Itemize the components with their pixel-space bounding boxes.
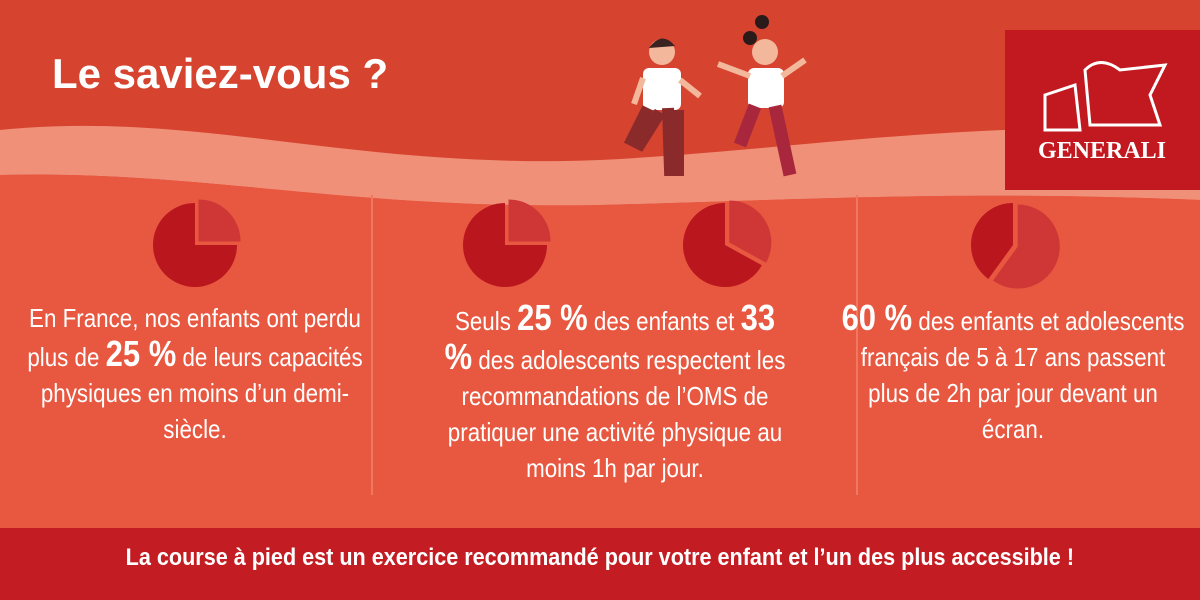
pie — [463, 199, 551, 287]
panel-text: Seuls 25 % des enfants et 33 % des adole… — [443, 300, 787, 486]
highlight: 25 % — [105, 333, 177, 374]
text: des enfants et — [593, 306, 735, 336]
highlight: 25 % — [517, 297, 588, 338]
pie-rest — [971, 203, 1013, 279]
text: En France, nos enfants ont perdu plus de — [27, 303, 361, 372]
pie — [971, 203, 1060, 289]
text: de leurs capacités physiques en moins d’… — [40, 342, 363, 444]
runner-girl — [716, 15, 807, 177]
text: des adolescents respectent les recommand… — [447, 345, 786, 483]
pie — [682, 200, 772, 288]
pie-rest — [153, 203, 237, 287]
text: Seuls — [454, 306, 511, 336]
logo-text: GENERALI — [1038, 138, 1166, 164]
main-area — [0, 174, 1200, 600]
footer: La course à pied est un exercice recomma… — [0, 528, 1200, 600]
pie-slice — [729, 200, 772, 263]
pie-rest — [463, 203, 547, 287]
logo-box — [1005, 30, 1200, 190]
highlight: 33 % — [444, 297, 776, 377]
pie-slice — [508, 199, 551, 242]
panel-text: En France, nos enfants ont perdu plus de… — [23, 300, 367, 447]
text: des enfants et adolescents français de 5… — [860, 306, 1185, 444]
pie — [153, 199, 241, 287]
pie-slice — [993, 204, 1060, 289]
pie-slice — [198, 199, 241, 242]
runner-boy — [623, 38, 702, 176]
title: Le saviez-vous ? — [52, 50, 389, 97]
highlight: 60 % — [841, 297, 913, 338]
wave — [0, 125, 1200, 206]
pie-rest — [682, 203, 762, 288]
logo-lion — [1043, 61, 1168, 132]
panel-text: 60 % des enfants et adolescents français… — [841, 300, 1185, 447]
footer-text: La course à pied est un exercice recomma… — [125, 544, 1075, 571]
